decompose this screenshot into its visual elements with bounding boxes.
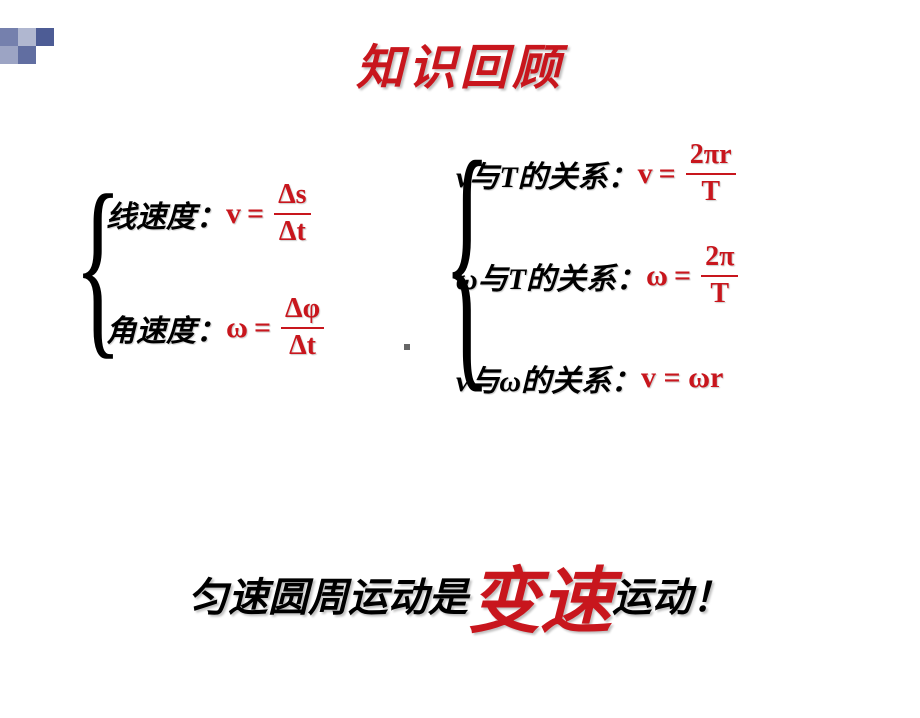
fraction-bar <box>274 213 310 215</box>
left-brace: { <box>74 166 122 366</box>
rhs: v = ωr <box>641 361 723 395</box>
lhs: v <box>638 157 653 191</box>
conclusion-pre: 匀速圆周运动是 <box>188 575 468 620</box>
denominator: T <box>697 177 724 208</box>
angular-velocity-formula: ω = Δφ Δt <box>226 294 328 362</box>
omega-T-formula: ω = 2π T <box>646 242 742 310</box>
fraction: Δφ Δt <box>281 294 324 362</box>
cn-rel: 的关系： <box>526 263 646 296</box>
v-T-formula: v = 2πr T <box>638 140 740 208</box>
equals: = <box>247 197 264 231</box>
denominator: T <box>706 279 733 310</box>
fraction: 2πr T <box>686 140 736 208</box>
lhs: ω <box>646 259 668 293</box>
fraction-bar <box>686 173 736 175</box>
sym-T: T <box>499 161 517 194</box>
conclusion-line: 匀速圆周运动是变速运动！ <box>0 565 920 638</box>
right-brace: { <box>444 120 491 400</box>
left-column: { 线速度： v = Δs Δt 角速度： ω = Δφ <box>80 178 328 406</box>
numerator: Δφ <box>281 294 324 325</box>
denominator: Δt <box>275 217 310 248</box>
v-omega-row: v与ω的关系： v = ωr <box>456 342 742 414</box>
v-omega-formula: v = ωr <box>641 361 723 395</box>
equals: = <box>659 157 676 191</box>
page-title: 知识回顾 <box>0 28 920 98</box>
sym-omega: ω <box>499 365 521 398</box>
equals: = <box>254 311 271 345</box>
cn-rel: 的关系： <box>518 161 638 194</box>
fraction: 2π T <box>701 242 738 310</box>
fraction-bar <box>701 275 738 277</box>
fraction-bar <box>281 327 324 329</box>
denominator: Δt <box>285 331 320 362</box>
numerator: 2π <box>701 242 738 273</box>
fraction: Δs Δt <box>274 180 310 248</box>
angular-velocity-row: 角速度： ω = Δφ Δt <box>106 292 328 364</box>
sym-T: T <box>508 263 526 296</box>
equals: = <box>674 259 691 293</box>
linear-velocity-formula: v = Δs Δt <box>226 180 315 248</box>
conclusion-post: 运动！ <box>612 575 732 620</box>
linear-velocity-row: 线速度： v = Δs Δt <box>106 178 328 250</box>
right-column: { v与T的关系： v = 2πr T ω与T的关系： ω = <box>430 138 742 444</box>
linear-velocity-label: 线速度： <box>106 192 226 236</box>
cn-rel: 的关系： <box>521 365 641 398</box>
omega-T-row: ω与T的关系： ω = 2π T <box>456 240 742 312</box>
angular-velocity-label: 角速度： <box>106 306 226 350</box>
lhs: v <box>226 197 241 231</box>
center-dot <box>404 344 410 350</box>
conclusion-emph: 变速 <box>468 562 612 642</box>
numerator: Δs <box>274 180 310 211</box>
lhs: ω <box>226 311 248 345</box>
v-T-row: v与T的关系： v = 2πr T <box>456 138 742 210</box>
numerator: 2πr <box>686 140 736 171</box>
corner-decoration <box>0 28 60 68</box>
